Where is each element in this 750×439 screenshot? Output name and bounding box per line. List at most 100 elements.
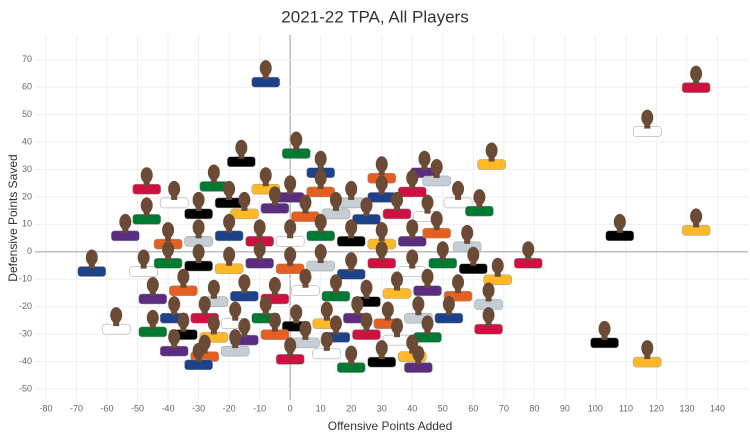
neck xyxy=(409,263,416,269)
player-point xyxy=(398,169,427,198)
head xyxy=(284,175,297,192)
head xyxy=(259,296,272,313)
head xyxy=(690,208,703,225)
neck xyxy=(122,227,129,233)
head xyxy=(268,276,281,293)
neck xyxy=(488,156,495,162)
player-point xyxy=(184,342,213,371)
player-point xyxy=(275,337,305,365)
player-point xyxy=(214,213,244,242)
head xyxy=(140,167,153,184)
head xyxy=(452,274,465,291)
head xyxy=(290,131,303,148)
neck xyxy=(165,255,172,261)
player-point xyxy=(169,268,198,296)
player-point xyxy=(214,180,244,209)
y-tick-label: 50 xyxy=(22,109,32,119)
player-point xyxy=(398,249,427,277)
neck xyxy=(149,323,156,329)
y-tick-label: 30 xyxy=(22,164,32,174)
player-point xyxy=(513,241,543,269)
x-tick-label: 110 xyxy=(619,403,633,413)
head xyxy=(360,279,373,296)
head xyxy=(290,304,303,321)
x-tick-label: -60 xyxy=(101,403,114,413)
player-point xyxy=(220,329,250,357)
head xyxy=(381,301,394,318)
head xyxy=(299,268,312,285)
player-point xyxy=(275,219,305,247)
player-point xyxy=(199,164,229,192)
head xyxy=(299,320,312,337)
neck xyxy=(317,258,324,264)
neck xyxy=(393,285,400,291)
neck xyxy=(363,326,370,332)
head xyxy=(140,197,153,214)
player-point xyxy=(459,246,488,275)
neck xyxy=(287,260,294,266)
head xyxy=(430,211,443,228)
head xyxy=(146,309,159,326)
head xyxy=(314,213,327,230)
player-point xyxy=(260,312,290,340)
head xyxy=(229,329,242,346)
x-tick-label: -20 xyxy=(223,403,236,413)
player-point xyxy=(633,109,662,137)
head xyxy=(690,65,703,82)
head xyxy=(162,241,175,258)
player-point xyxy=(336,252,366,280)
neck xyxy=(439,255,446,261)
head xyxy=(345,345,358,362)
player-point xyxy=(275,175,305,203)
x-tick-label: -30 xyxy=(192,403,205,413)
player-point xyxy=(275,246,305,275)
player-point xyxy=(681,65,711,93)
head xyxy=(284,219,297,236)
player-point xyxy=(382,318,412,346)
neck xyxy=(348,194,355,200)
y-tick-label: -20 xyxy=(19,301,32,311)
head xyxy=(137,249,150,266)
head xyxy=(430,158,443,175)
neck xyxy=(409,348,416,354)
neck xyxy=(210,178,217,184)
neck xyxy=(601,334,608,340)
neck xyxy=(424,329,431,335)
neck xyxy=(143,181,150,187)
neck xyxy=(378,189,385,195)
neck xyxy=(485,321,492,327)
neck xyxy=(287,233,294,239)
player-point xyxy=(306,213,335,242)
player-point xyxy=(260,186,290,214)
head xyxy=(613,213,626,230)
x-tick-label: 70 xyxy=(499,403,509,413)
neck xyxy=(256,233,263,239)
head xyxy=(482,282,495,299)
player-point xyxy=(132,167,161,195)
y-tick-label: 0 xyxy=(27,246,32,256)
neck xyxy=(262,74,269,80)
head xyxy=(253,219,266,236)
player-point xyxy=(382,271,412,299)
neck xyxy=(363,211,370,217)
head xyxy=(406,169,419,186)
neck xyxy=(317,164,324,170)
head xyxy=(268,186,281,203)
head xyxy=(406,219,419,236)
head xyxy=(345,180,358,197)
x-tick-label: 100 xyxy=(588,403,603,413)
head xyxy=(461,224,474,241)
head xyxy=(259,167,272,184)
head xyxy=(485,142,498,159)
neck xyxy=(393,332,400,338)
head xyxy=(421,194,434,211)
player-point xyxy=(428,241,458,269)
player-point xyxy=(483,257,512,286)
neck xyxy=(302,208,309,214)
head xyxy=(522,241,535,258)
head xyxy=(442,296,455,313)
x-tick-label: 120 xyxy=(649,403,664,413)
y-axis-label: Defensive Points Saved xyxy=(6,154,20,281)
player-point xyxy=(227,139,256,168)
